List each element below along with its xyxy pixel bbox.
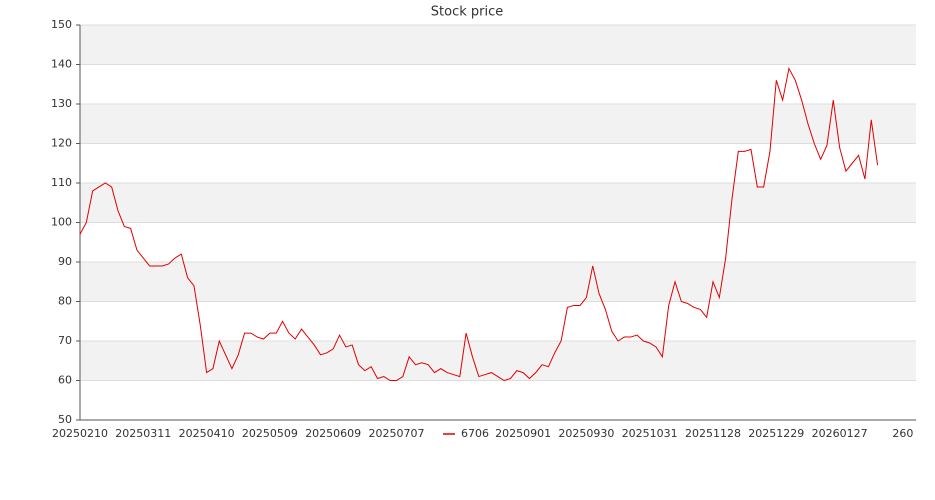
y-tick-label: 70 — [58, 334, 72, 347]
y-tick-label: 50 — [58, 413, 72, 426]
x-tick-label: 20250311 — [115, 427, 171, 440]
y-tick-label: 140 — [51, 58, 72, 71]
x-tick-label: 20250901 — [495, 427, 551, 440]
x-tick-label: 20251031 — [622, 427, 678, 440]
grid-band — [80, 341, 916, 381]
y-tick-label: 120 — [51, 137, 72, 150]
bands — [80, 25, 916, 381]
labels: 50 60 70 80 90 100 110 120 130 140 150 20250210 2025… — [51, 18, 913, 442]
x-tick-label: 20250707 — [369, 427, 425, 440]
plot — [79, 66, 879, 382]
y-tick-label: 80 — [58, 295, 72, 308]
grid-band — [80, 25, 916, 65]
series-line — [79, 66, 879, 382]
x-tick-label: 20250509 — [242, 427, 298, 440]
legend-label: 6706 — [461, 427, 489, 440]
grid-band — [80, 104, 916, 144]
grid-band — [80, 262, 916, 302]
x-tick-label: 20250410 — [179, 427, 235, 440]
x-tick-label: 20250210 — [52, 427, 108, 440]
x-tick-label: 20251229 — [748, 427, 804, 440]
grid-band — [80, 183, 916, 223]
grid — [76, 24, 916, 421]
chart-title: Stock price — [431, 5, 503, 20]
x-tick-label: 20260127 — [812, 427, 868, 440]
x-tick-label: 20251128 — [685, 427, 741, 440]
x-tick-label: 260 — [892, 427, 913, 440]
y-tick-label: 110 — [51, 176, 72, 189]
x-tick-label: 20250930 — [558, 427, 614, 440]
y-tick-label: 150 — [51, 18, 72, 31]
y-tick-label: 100 — [51, 216, 72, 229]
legend-background — [439, 426, 495, 442]
y-tick-label: 130 — [51, 97, 72, 110]
y-tick-label: 90 — [58, 255, 72, 268]
x-tick-label: 20250609 — [305, 427, 361, 440]
y-tick-label: 60 — [58, 374, 72, 387]
